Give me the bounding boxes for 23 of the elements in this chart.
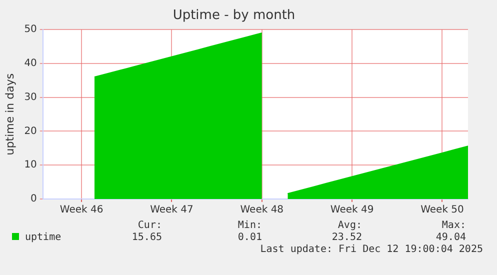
x-tick-label: Week 46	[60, 204, 104, 216]
text: 0.01	[238, 232, 262, 243]
text: Max:	[442, 220, 466, 231]
y-tick-label: 0	[30, 194, 37, 205]
x-tick-label: Week 48	[240, 204, 284, 216]
text: Last update: Fri Dec 12 19:00:04 2025	[260, 244, 483, 255]
legend-label: uptime	[24, 232, 62, 243]
y-axis-title: uptime in days	[3, 73, 16, 156]
text: Cur:	[138, 220, 162, 231]
x-tick-label: Week 50	[420, 204, 464, 216]
text: 23.52	[332, 232, 362, 243]
text: Min:	[238, 220, 262, 231]
text: Avg:	[338, 220, 362, 231]
y-tick-label: 50	[24, 24, 37, 36]
x-tick-label: Week 47	[150, 204, 194, 216]
y-tick-label: 20	[24, 126, 37, 137]
text: 49.04	[436, 232, 466, 243]
y-tick-label: 10	[24, 160, 37, 171]
chart-title: Uptime - by month	[172, 8, 296, 24]
y-tick-label: 40	[24, 58, 37, 70]
x-tick-label: Week 49	[330, 204, 374, 216]
text: 15.65	[132, 232, 162, 243]
y-tick-label: 30	[24, 92, 37, 103]
